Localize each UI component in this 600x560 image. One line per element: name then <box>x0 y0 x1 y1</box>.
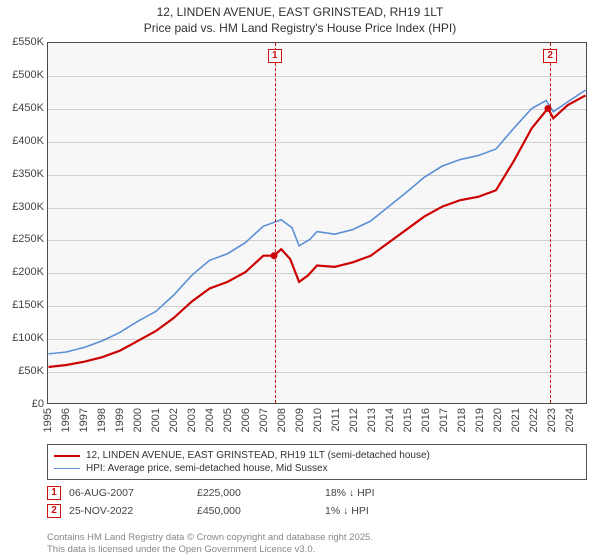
x-tick-label: 2018 <box>456 408 468 432</box>
x-tick-label: 2012 <box>348 408 360 432</box>
plot-svg <box>48 43 586 403</box>
y-tick-label: £50K <box>2 365 44 377</box>
x-tick-label: 2019 <box>474 408 486 432</box>
x-tick-label: 2009 <box>294 408 306 432</box>
annotation-row: 1 06-AUG-2007 £225,000 18% ↓ HPI <box>47 484 587 502</box>
legend-row: HPI: Average price, semi-detached house,… <box>54 462 580 475</box>
legend-swatch <box>54 455 80 457</box>
y-tick-label: £550K <box>2 36 44 48</box>
x-tick-label: 2013 <box>366 408 378 432</box>
sale-marker-line-1 <box>275 43 276 403</box>
y-tick-label: £250K <box>2 233 44 245</box>
y-tick-label: £100K <box>2 332 44 344</box>
annotation-date: 06-AUG-2007 <box>69 487 189 499</box>
x-tick-label: 2021 <box>510 408 522 432</box>
x-tick-label: 2005 <box>222 408 234 432</box>
sale-marker-box-1: 1 <box>268 49 282 63</box>
chart-area: 12 <box>47 42 587 404</box>
x-tick-label: 2001 <box>150 408 162 432</box>
title-block: 12, LINDEN AVENUE, EAST GRINSTEAD, RH19 … <box>0 0 600 36</box>
annotation-delta: 1% ↓ HPI <box>325 505 445 517</box>
title-subtitle: Price paid vs. HM Land Registry's House … <box>0 20 600 36</box>
x-tick-label: 2000 <box>132 408 144 432</box>
x-tick-label: 2002 <box>168 408 180 432</box>
title-address: 12, LINDEN AVENUE, EAST GRINSTEAD, RH19 … <box>0 4 600 20</box>
series-hpi <box>48 90 585 354</box>
annotation-price: £225,000 <box>197 487 317 499</box>
x-tick-label: 1995 <box>42 408 54 432</box>
annotation-marker-2: 2 <box>47 504 61 518</box>
legend-swatch <box>54 468 80 469</box>
x-tick-label: 2010 <box>312 408 324 432</box>
y-tick-label: £450K <box>2 102 44 114</box>
y-tick-label: £300K <box>2 201 44 213</box>
x-tick-label: 2008 <box>276 408 288 432</box>
y-tick-label: £150K <box>2 299 44 311</box>
legend-label: 12, LINDEN AVENUE, EAST GRINSTEAD, RH19 … <box>86 449 430 462</box>
x-tick-label: 2015 <box>402 408 414 432</box>
footer-line1: Contains HM Land Registry data © Crown c… <box>47 532 373 544</box>
legend: 12, LINDEN AVENUE, EAST GRINSTEAD, RH19 … <box>47 444 587 480</box>
x-tick-label: 2024 <box>564 408 576 432</box>
x-tick-label: 2022 <box>528 408 540 432</box>
y-tick-label: £0 <box>2 398 44 410</box>
x-tick-label: 1997 <box>78 408 90 432</box>
x-tick-label: 2006 <box>240 408 252 432</box>
x-tick-label: 1999 <box>114 408 126 432</box>
footer-line2: This data is licensed under the Open Gov… <box>47 544 373 556</box>
y-tick-label: £350K <box>2 168 44 180</box>
annotation-row: 2 25-NOV-2022 £450,000 1% ↓ HPI <box>47 502 587 520</box>
annotation-delta: 18% ↓ HPI <box>325 487 445 499</box>
x-tick-label: 2007 <box>258 408 270 432</box>
x-tick-label: 2017 <box>438 408 450 432</box>
y-tick-label: £500K <box>2 69 44 81</box>
annotation-date: 25-NOV-2022 <box>69 505 189 517</box>
annotation-marker-1: 1 <box>47 486 61 500</box>
sale-marker-line-2 <box>550 43 551 403</box>
x-tick-label: 2020 <box>492 408 504 432</box>
annotation-price: £450,000 <box>197 505 317 517</box>
x-tick-label: 2016 <box>420 408 432 432</box>
x-tick-label: 2023 <box>546 408 558 432</box>
x-tick-label: 2014 <box>384 408 396 432</box>
x-tick-label: 1996 <box>60 408 72 432</box>
footer: Contains HM Land Registry data © Crown c… <box>47 532 373 556</box>
x-tick-label: 2004 <box>204 408 216 432</box>
legend-row: 12, LINDEN AVENUE, EAST GRINSTEAD, RH19 … <box>54 449 580 462</box>
x-tick-label: 2003 <box>186 408 198 432</box>
y-tick-label: £200K <box>2 266 44 278</box>
sale-marker-box-2: 2 <box>543 49 557 63</box>
x-tick-label: 2011 <box>330 408 342 432</box>
y-tick-label: £400K <box>2 135 44 147</box>
legend-label: HPI: Average price, semi-detached house,… <box>86 462 328 475</box>
x-tick-label: 1998 <box>96 408 108 432</box>
annotation-table: 1 06-AUG-2007 £225,000 18% ↓ HPI 2 25-NOV-202… <box>47 484 587 520</box>
